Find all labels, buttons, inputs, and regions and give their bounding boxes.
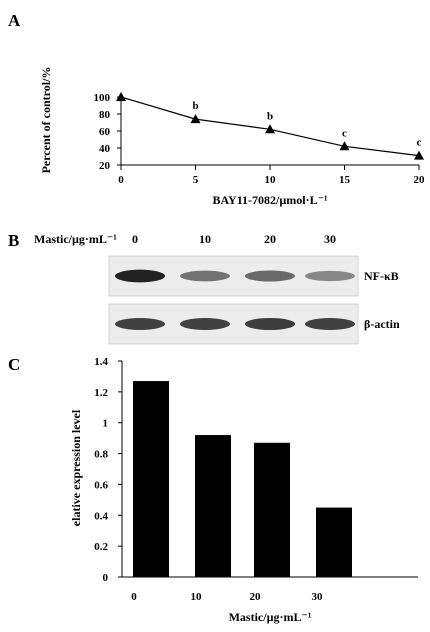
panel-a-x-tick-label: 20	[414, 174, 426, 186]
panel-c-bar	[195, 435, 231, 577]
panel-c-y-tick-label: 0.2	[94, 541, 108, 553]
panel-c-y-axis-title: elative expression level	[69, 409, 83, 526]
panel-b-band	[245, 317, 295, 331]
panel-a-x-ticks: 0 5 10 15 20	[118, 165, 425, 186]
panel-a-x-tick-label: 5	[193, 174, 199, 186]
panel-c-y-tick-label: 1.2	[94, 387, 108, 399]
panel-a-y-ticks: 20 40 60 80 100	[94, 92, 121, 172]
panel-a-points: b b c c	[116, 92, 424, 160]
panel-c-letter: C	[8, 355, 20, 374]
panel-a-y-tick-label: 60	[99, 126, 111, 138]
panel-a-point-label: b	[267, 110, 273, 122]
panel-c-y-tick-label: 0.8	[94, 449, 108, 461]
panel-a-letter: A	[8, 11, 21, 30]
panel-a-point-label: b	[192, 100, 198, 112]
panel-a-point-label: c	[417, 137, 422, 149]
panel-c-bar-chart: C 0 0.2 0.4 0.6 0.8 1 1.2 1.4 0 10 20 30 Mastic/µg…	[8, 355, 418, 624]
panel-a-line-chart: A 20 40 60 80 100 0 5 10 15 20 b b c c BAY11-7082/µ…	[8, 11, 425, 207]
panel-b-band	[115, 269, 165, 283]
panel-c-x-tick-label: 10	[191, 591, 203, 603]
panel-c-y-ticks: 0 0.2 0.4 0.6 0.8 1 1.2 1.4	[94, 356, 122, 584]
panel-a-point	[190, 114, 201, 124]
panel-a-point	[414, 150, 424, 160]
panel-c-x-axis-title: Mastic/µg·mL⁻¹	[229, 610, 312, 624]
panel-a-x-axis-title: BAY11-7082/µmol·L⁻¹	[212, 193, 327, 207]
panel-b-band	[180, 318, 230, 330]
panel-a-x-tick-label: 15	[339, 174, 351, 186]
panel-c-x-ticks: 0 10 20 30	[131, 591, 323, 603]
panel-a-y-axis-title: Percent of control/%	[39, 67, 53, 174]
panel-c-y-tick-label: 1.4	[94, 356, 108, 368]
panel-b-band	[115, 318, 165, 330]
panel-a-x-tick-label: 10	[265, 174, 277, 186]
panel-a-point-label: c	[342, 127, 347, 139]
panel-c-y-tick-label: 0.6	[94, 479, 108, 491]
panel-c-bar	[133, 381, 169, 577]
panel-a-point	[339, 141, 350, 151]
panel-b-blot-row: NF-κB	[108, 255, 399, 297]
panel-b-lane-label: 20	[264, 232, 276, 246]
panel-c-x-tick-label: 0	[131, 591, 137, 603]
panel-b-band	[305, 318, 355, 330]
panel-b-lane-labels: 0 10 20 30	[132, 232, 336, 246]
panel-a-y-tick-label: 80	[99, 109, 111, 121]
panel-a-y-tick-label: 40	[99, 143, 111, 155]
panel-b-western-blot: B Mastic/µg·mL⁻¹ 0 10 20 30 NF-κB β-actin	[8, 231, 400, 345]
panel-a-point	[265, 124, 275, 134]
panel-b-protein-label: NF-κB	[364, 269, 399, 283]
panel-b-band	[180, 270, 230, 282]
panel-c-bar	[316, 507, 352, 577]
panel-b-lane-label: 10	[199, 232, 211, 246]
panel-c-y-tick-label: 0	[103, 572, 109, 584]
panel-b-letter: B	[8, 231, 19, 250]
panel-c-bars	[133, 381, 352, 577]
panel-c-x-tick-label: 20	[250, 591, 262, 603]
panel-c-x-tick-label: 30	[312, 591, 324, 603]
panel-a-y-tick-label: 100	[94, 92, 111, 104]
panel-b-lane-label: 30	[324, 232, 336, 246]
panel-a-point	[116, 92, 126, 101]
panel-b-band	[245, 270, 295, 282]
panel-b-lane-label: 0	[132, 232, 138, 246]
panel-a-x-tick-label: 0	[118, 174, 124, 186]
panel-b-blot-row: β-actin	[108, 303, 400, 345]
panel-b-blot-rows: NF-κB β-actin	[108, 255, 400, 345]
panel-c-bar	[254, 442, 290, 577]
panel-b-protein-label: β-actin	[364, 317, 400, 331]
panel-b-band	[305, 270, 355, 282]
panel-b-header-label: Mastic/µg·mL⁻¹	[34, 232, 117, 246]
panel-c-y-tick-label: 0.4	[94, 510, 108, 522]
panel-a-y-tick-label: 20	[99, 160, 111, 172]
panel-c-y-tick-label: 1	[103, 418, 109, 430]
